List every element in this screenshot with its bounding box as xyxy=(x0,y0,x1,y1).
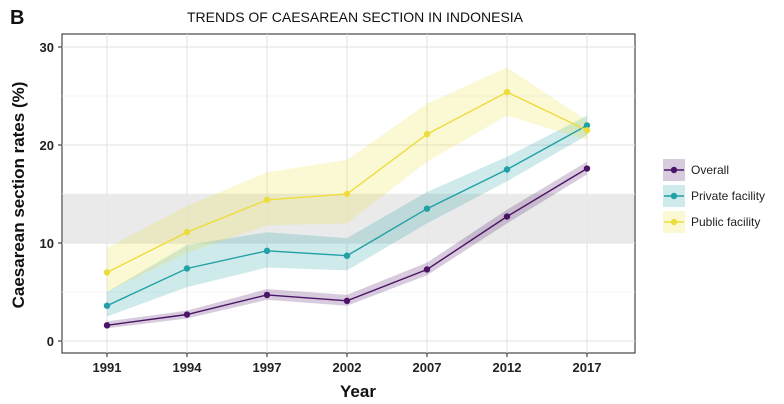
legend-key-point xyxy=(670,166,678,174)
data-point[interactable] xyxy=(183,311,191,318)
data-point[interactable] xyxy=(503,88,511,96)
data-point[interactable] xyxy=(183,229,191,236)
x-tick-label: 1994 xyxy=(173,360,203,375)
x-tick-label: 1997 xyxy=(253,360,282,375)
x-tick-label: 2007 xyxy=(413,360,442,375)
x-axis-title: Year xyxy=(340,382,376,401)
y-axis-title: Caesarean section rates (%) xyxy=(9,82,28,309)
data-point[interactable] xyxy=(343,252,351,259)
data-point[interactable] xyxy=(343,297,351,305)
data-point[interactable] xyxy=(583,127,591,134)
y-tick-label: 30 xyxy=(40,40,54,55)
legend-key-point xyxy=(670,218,678,226)
data-point[interactable] xyxy=(503,213,511,220)
data-point[interactable] xyxy=(423,266,431,273)
data-point[interactable] xyxy=(183,265,191,272)
plot-area: 0 10 20 30 1991 1994 1997 2002 2007 2012 2017 xyxy=(40,33,636,375)
y-tick-label: 0 xyxy=(47,334,54,349)
confidence-ribbon-2 xyxy=(107,67,587,292)
x-tick-label: 2002 xyxy=(333,360,362,375)
x-tick-label: 2012 xyxy=(493,360,522,375)
legend-key-point xyxy=(670,192,678,200)
legend: Overall Private facility Public facility xyxy=(663,159,765,233)
data-point[interactable] xyxy=(583,122,591,129)
panel-tag: B xyxy=(10,7,24,29)
data-point[interactable] xyxy=(263,247,271,255)
x-tick-label: 1991 xyxy=(93,360,122,375)
chart-title: TRENDS OF CAESAREAN SECTION IN INDONESIA xyxy=(187,9,524,25)
legend-label[interactable]: Public facility xyxy=(691,215,760,229)
y-tick-label: 10 xyxy=(40,236,54,251)
data-point[interactable] xyxy=(503,166,511,173)
data-point[interactable] xyxy=(263,196,271,204)
legend-label[interactable]: Overall xyxy=(691,163,729,177)
data-point[interactable] xyxy=(583,165,591,172)
data-point[interactable] xyxy=(103,322,111,329)
data-point[interactable] xyxy=(343,190,351,198)
data-point[interactable] xyxy=(103,302,111,309)
confidence-ribbon-1 xyxy=(107,115,587,317)
data-point[interactable] xyxy=(263,291,271,299)
data-point[interactable] xyxy=(103,269,111,276)
reference-band xyxy=(63,194,634,243)
x-tick-label: 2017 xyxy=(573,360,602,375)
legend-label[interactable]: Private facility xyxy=(691,189,765,203)
y-tick-label: 20 xyxy=(40,138,54,153)
data-point[interactable] xyxy=(423,131,431,138)
data-point[interactable] xyxy=(423,205,431,212)
confidence-ribbon-0 xyxy=(107,161,587,329)
